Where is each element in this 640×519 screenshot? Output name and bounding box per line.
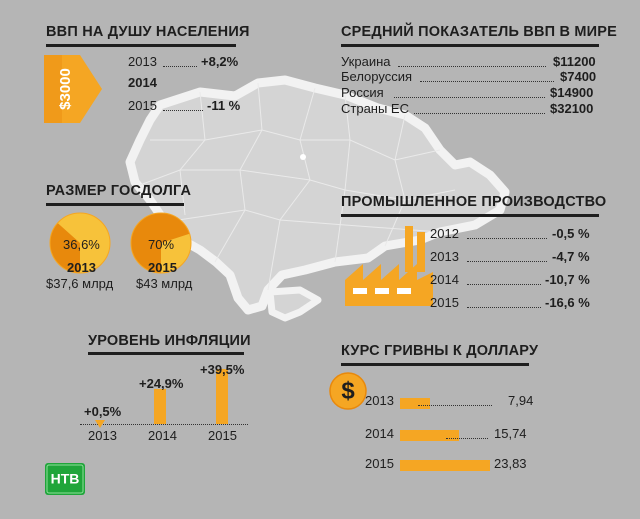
industry-year: 2015	[430, 295, 459, 310]
country-dots	[398, 66, 546, 67]
inflation-value: +24,9%	[139, 376, 184, 391]
industry-value: -16,6 %	[545, 295, 590, 310]
gdp-year: 2013	[128, 54, 157, 69]
gdp-dots	[163, 110, 203, 111]
inflation-bar-2015	[216, 369, 228, 424]
debt-year: 2013	[67, 260, 96, 275]
industry-title: ПРОМЫШЛЕННОЕ ПРОИЗВОДСТВО	[341, 194, 607, 210]
dollar-coin-icon: $	[329, 372, 367, 410]
inflation-value: +0,5%	[84, 404, 122, 419]
country-name: Белоруссия	[341, 69, 413, 84]
hryvnia-title: КУРС ГРИВНЫ К ДОЛЛАРУ	[341, 343, 539, 359]
hryvnia-bar-2015	[400, 460, 490, 471]
debt-percent: 36,6%	[63, 237, 100, 252]
country-name: Россия	[341, 85, 384, 100]
debt-underline	[46, 203, 184, 206]
debt-pie-2015	[130, 212, 192, 274]
hryvnia-year: 2015	[365, 456, 394, 471]
industry-value: -4,7 %	[552, 249, 590, 264]
inflation-title: УРОВЕНЬ ИНФЛЯЦИИ	[88, 333, 251, 349]
country-value: $11200	[553, 54, 596, 69]
industry-dots	[467, 284, 541, 285]
gdp-badge: $3000	[44, 55, 102, 123]
industry-value: -10,7 %	[545, 272, 590, 287]
country-value: $32100	[550, 101, 594, 116]
industry-year: 2013	[430, 249, 459, 264]
dollar-symbol: $	[341, 377, 355, 404]
gdp-per-capita-underline	[46, 44, 236, 47]
country-name: Страны ЕС	[341, 101, 409, 116]
country-value: $7400	[560, 69, 597, 84]
industry-underline	[341, 214, 599, 217]
inflation-year: 2013	[88, 428, 117, 443]
gdp-dots	[163, 66, 197, 67]
gdp-value: +8,2%	[201, 54, 239, 69]
country-value: $14900	[550, 85, 594, 100]
hryvnia-year: 2014	[365, 426, 394, 441]
industry-year: 2012	[430, 226, 459, 241]
inflation-bar-2013	[95, 420, 105, 428]
hryvnia-value: 7,94	[508, 393, 534, 408]
debt-percent: 70%	[148, 237, 175, 252]
ntv-logo-text: НТВ	[51, 471, 80, 487]
gdp-per-capita-title: ВВП НА ДУШУ НАСЕЛЕНИЯ	[46, 24, 250, 40]
industry-year: 2014	[430, 272, 459, 287]
world-gdp-underline	[341, 44, 599, 47]
debt-year: 2015	[148, 260, 177, 275]
industry-dots	[467, 307, 541, 308]
inflation-baseline	[80, 424, 248, 425]
gdp-year: 2015	[128, 98, 157, 113]
inflation-value: +39,5%	[200, 362, 245, 377]
country-name: Украина	[341, 54, 391, 69]
ntv-logo: НТВ	[45, 463, 85, 495]
hryvnia-underline	[341, 363, 529, 366]
country-dots	[420, 81, 554, 82]
gdp-value: -11 %	[207, 98, 241, 113]
industry-value: -0,5 %	[552, 226, 590, 241]
world-gdp-title: СРЕДНИЙ ПОКАЗАТЕЛЬ ВВП В МИРЕ	[341, 24, 618, 40]
hryvnia-value: 23,83	[494, 456, 527, 471]
debt-amount: $43 млрд	[136, 276, 193, 291]
debt-amount: $37,6 млрд	[46, 276, 114, 291]
gdp-badge-label: $3000	[57, 68, 74, 110]
country-dots	[394, 97, 545, 98]
inflation-bar-2014	[154, 389, 166, 424]
hryvnia-bar-2013	[400, 398, 430, 409]
inflation-year: 2014	[148, 428, 177, 443]
industry-dots	[467, 238, 547, 239]
inflation-year: 2015	[208, 428, 237, 443]
factory-icon	[345, 226, 433, 306]
hryvnia-dots	[418, 405, 492, 406]
gdp-year: 2014	[128, 75, 157, 90]
country-dots	[414, 113, 545, 114]
debt-pie-2013	[49, 212, 111, 274]
inflation-underline	[88, 352, 244, 355]
debt-title: РАЗМЕР ГОСДОЛГА	[46, 183, 192, 199]
hryvnia-dots	[446, 438, 488, 439]
hryvnia-value: 15,74	[494, 426, 527, 441]
industry-dots	[467, 261, 547, 262]
hryvnia-bar-2014	[400, 430, 460, 441]
hryvnia-year: 2013	[365, 393, 394, 408]
